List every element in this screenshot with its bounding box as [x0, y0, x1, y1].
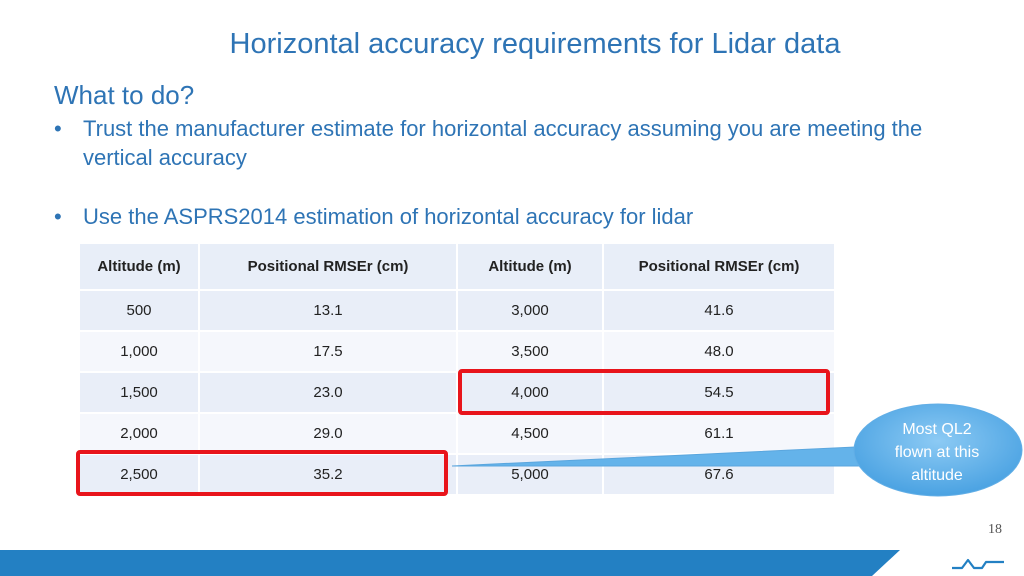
bullet-text: Trust the manufacturer estimate for hori…: [83, 116, 923, 170]
column-header-rmser: Positional RMSEr (cm): [198, 244, 457, 290]
table-row: 2,500 35.2 5,000 67.6: [78, 453, 834, 494]
table-cell: 2,500: [78, 453, 199, 494]
table-cell: 41.6: [602, 289, 834, 331]
table-cell: 3,000: [456, 289, 603, 331]
table-cell: 35.2: [198, 453, 457, 494]
table-cell: 4,500: [456, 412, 603, 454]
column-header-altitude: Altitude (m): [456, 244, 603, 290]
bullet-marker: •: [54, 204, 62, 229]
table-cell: 2,000: [78, 412, 199, 454]
table-cell: 1,000: [78, 330, 199, 372]
w-logo-icon: [872, 550, 1024, 576]
table-cell: 500: [78, 289, 199, 331]
bullet-item-2: • Use the ASPRS2014 estimation of horizo…: [54, 202, 854, 232]
table-cell: 54.5: [602, 371, 834, 413]
column-header-rmser: Positional RMSEr (cm): [602, 244, 834, 290]
bullet-text: Use the ASPRS2014 estimation of horizont…: [83, 204, 694, 229]
table-row: 1,000 17.5 3,500 48.0: [78, 330, 834, 372]
table-cell: 48.0: [602, 330, 834, 372]
footer-bar: [0, 550, 1024, 576]
highlight-box-2500: [76, 450, 448, 496]
bullet-item-1: • Trust the manufacturer estimate for ho…: [54, 114, 974, 174]
table-cell: 1,500: [78, 371, 199, 413]
table-cell: 23.0: [198, 371, 457, 413]
table-cell: 61.1: [602, 412, 834, 454]
column-header-altitude: Altitude (m): [78, 244, 199, 290]
page-number: 18: [988, 522, 1002, 537]
table-cell: 4,000: [456, 371, 603, 413]
table-cell: 17.5: [198, 330, 457, 372]
bullet-marker: •: [54, 116, 62, 141]
table-row: 1,500 23.0 4,000 54.5: [78, 371, 834, 413]
callout-text: Most QL2 flown at this altitude: [894, 421, 980, 484]
table-header-row: Altitude (m) Positional RMSEr (cm) Altit…: [78, 244, 834, 290]
table-row: 2,000 29.0 4,500 61.1: [78, 412, 834, 454]
table-cell: 29.0: [198, 412, 457, 454]
slide-subhead: What to do?: [54, 80, 195, 110]
table-cell: 3,500: [456, 330, 603, 372]
accuracy-table: Altitude (m) Positional RMSEr (cm) Altit…: [78, 244, 834, 494]
table-row: 500 13.1 3,000 41.6: [78, 289, 834, 331]
slide-title: Horizontal accuracy requirements for Lid…: [229, 28, 841, 60]
table-cell: 13.1: [198, 289, 457, 331]
highlight-box-4000: [458, 369, 830, 415]
